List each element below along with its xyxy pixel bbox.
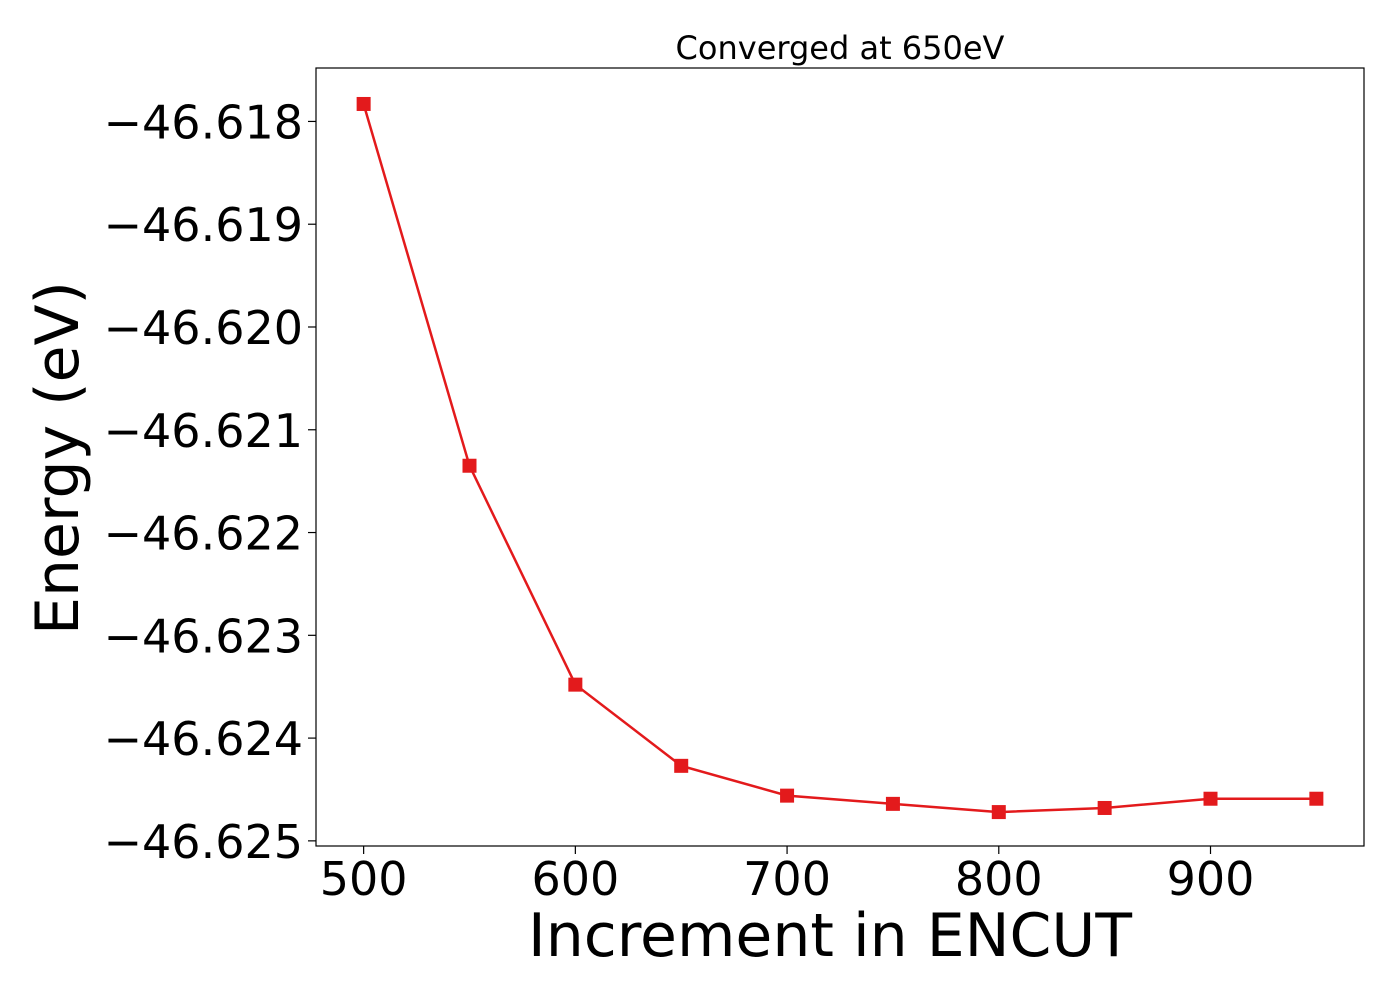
y-tick-label: −46.622 (104, 507, 304, 561)
x-tick-label: 600 (531, 852, 619, 906)
data-point (462, 458, 477, 473)
data-point (991, 805, 1006, 820)
x-axis-label: Increment in ENCUT (528, 901, 1132, 971)
series-line (362, 103, 1317, 814)
data-point (885, 796, 900, 811)
y-tick-label: −46.625 (104, 815, 304, 869)
data-point (674, 758, 689, 773)
axis-ticks: 500 600 700 800 900 −46.618 −46.619 −46.620 −46.… (104, 95, 1255, 906)
series-layer (356, 96, 1324, 820)
y-tick-label: −46.621 (104, 404, 304, 458)
data-point (1203, 791, 1218, 806)
chart-title: Converged at 650eV (676, 29, 1005, 67)
data-point (780, 788, 795, 803)
data-point (1309, 791, 1324, 806)
y-tick-label: −46.624 (104, 712, 304, 766)
data-point (568, 677, 583, 692)
y-axis-label: Energy (eV) (23, 281, 93, 635)
y-tick-label: −46.620 (104, 301, 304, 355)
x-tick-label: 500 (320, 852, 408, 906)
plot-frame (315, 67, 1365, 847)
y-tick-label: −46.618 (104, 95, 304, 149)
y-tick-label: −46.623 (104, 609, 304, 663)
x-tick-label: 900 (1167, 852, 1255, 906)
data-point (1097, 800, 1112, 815)
data-point (356, 96, 371, 111)
x-tick-label: 700 (743, 852, 831, 906)
x-tick-label: 800 (955, 852, 1043, 906)
y-tick-label: −46.619 (104, 198, 304, 252)
